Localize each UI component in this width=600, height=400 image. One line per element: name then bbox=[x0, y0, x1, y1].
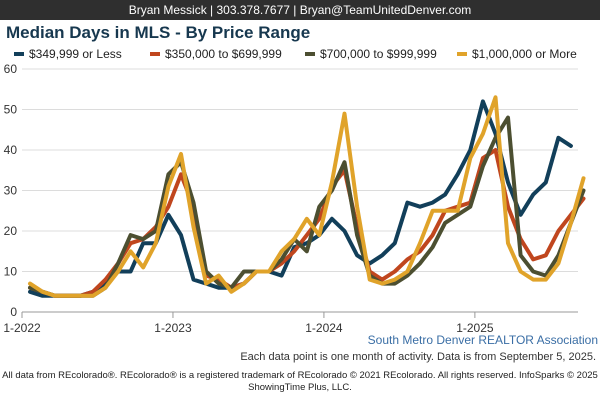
footer-line-2: ShowingTime Plus, LLC. bbox=[248, 382, 352, 393]
legend-swatch-1 bbox=[14, 51, 24, 56]
x-tick-label: 1-2025 bbox=[456, 321, 494, 335]
y-tick-label: 30 bbox=[4, 184, 18, 198]
data-note: Each data point is one month of activity… bbox=[240, 351, 596, 363]
footer-disclaimer: All data from REcolorado®. REcolorado® i… bbox=[0, 370, 600, 394]
legend-item-series-4[interactable]: $1,000,000 or More bbox=[457, 46, 577, 62]
legend-label-3: $700,000 to $999,999 bbox=[320, 47, 437, 61]
contact-header: Bryan Messick | 303.378.7677 | Bryan@Tea… bbox=[0, 0, 600, 20]
association-label: South Metro Denver REALTOR Association bbox=[367, 333, 598, 347]
legend-swatch-2 bbox=[150, 51, 160, 56]
legend-swatch-4 bbox=[457, 51, 467, 56]
legend-label-1: $349,999 or Less bbox=[29, 47, 122, 61]
legend-item-series-1[interactable]: $349,999 or Less bbox=[14, 46, 122, 62]
legend-swatch-3 bbox=[305, 51, 315, 56]
x-tick-label: 1-2022 bbox=[3, 321, 41, 335]
legend-item-series-3[interactable]: $700,000 to $999,999 bbox=[305, 46, 437, 62]
y-tick-label: 0 bbox=[10, 305, 17, 319]
series-line-3 bbox=[28, 115, 586, 298]
footer-line-1: All data from REcolorado®. REcolorado® i… bbox=[2, 370, 598, 381]
legend-item-series-2[interactable]: $350,000 to $699,999 bbox=[150, 46, 282, 62]
x-tick-label: 1-2024 bbox=[305, 321, 343, 335]
x-tick-label: 1-2023 bbox=[154, 321, 192, 335]
series-line-1 bbox=[28, 99, 573, 298]
chart-legend: $349,999 or Less $350,000 to $699,999 $7… bbox=[14, 46, 600, 64]
series-line-4 bbox=[28, 95, 586, 298]
y-tick-label: 60 bbox=[4, 62, 18, 76]
y-tick-label: 50 bbox=[4, 103, 18, 117]
y-tick-label: 20 bbox=[4, 224, 18, 238]
chart-title: Median Days in MLS - By Price Range bbox=[6, 23, 311, 42]
legend-label-2: $350,000 to $699,999 bbox=[165, 47, 282, 61]
legend-label-4: $1,000,000 or More bbox=[472, 47, 577, 61]
y-tick-label: 10 bbox=[4, 265, 18, 279]
y-tick-label: 40 bbox=[4, 143, 18, 157]
